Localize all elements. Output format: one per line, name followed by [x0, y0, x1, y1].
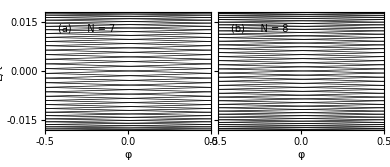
Text: (a)     N = 7: (a) N = 7 [58, 24, 115, 34]
X-axis label: φ: φ [297, 150, 305, 160]
Y-axis label: E/τ: E/τ [0, 62, 4, 80]
Text: (b)     N = 8: (b) N = 8 [231, 24, 289, 34]
X-axis label: φ: φ [124, 150, 132, 160]
